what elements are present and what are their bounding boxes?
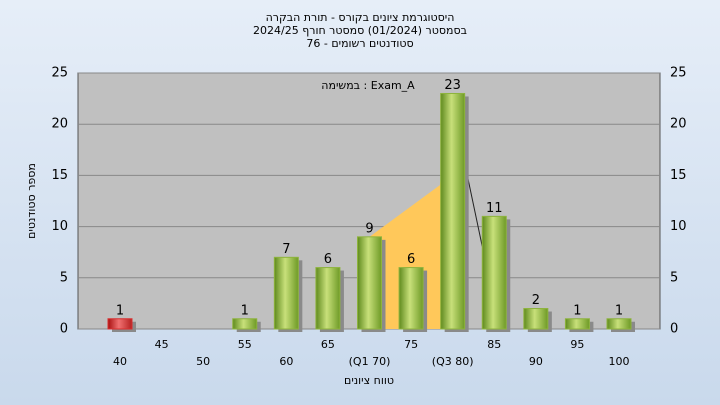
y2-tick-label: 20 — [670, 117, 687, 132]
x-tick-label: 85 — [487, 338, 501, 351]
data-label: 7 — [282, 242, 290, 257]
x-tick-label: 95 — [570, 338, 584, 351]
bar — [523, 308, 549, 330]
chart-subtitle: סטודנטים רשומים - 76 — [306, 37, 413, 50]
x-tick-label: (Q1 70) — [349, 355, 391, 368]
y2-tick-label: 25 — [670, 66, 687, 81]
x-tick-label: 50 — [196, 355, 210, 368]
x-tick-label: 75 — [404, 338, 418, 351]
x-tick-label: 40 — [113, 355, 127, 368]
bar — [315, 267, 341, 330]
data-label: 6 — [407, 252, 415, 267]
x-axis-label: טווח ציונים — [344, 374, 394, 387]
chart-subtitle: בסמסטר (01/2024) סמסטר חורף 2024/25 — [253, 24, 467, 37]
bar — [107, 318, 133, 330]
y2-tick-label: 10 — [670, 219, 687, 234]
data-label: 1 — [116, 303, 124, 318]
data-label: 6 — [324, 252, 332, 267]
bar — [232, 318, 258, 330]
data-label: 11 — [486, 201, 503, 216]
y2-tick-label: 15 — [670, 168, 687, 183]
bar — [481, 215, 507, 330]
x-tick-label: (Q3 80) — [432, 355, 474, 368]
x-tick-label: 60 — [279, 355, 293, 368]
x-tick-label: 45 — [155, 338, 169, 351]
y2-tick-label: 5 — [670, 270, 678, 285]
y-tick-label: 25 — [51, 66, 68, 81]
bar — [606, 318, 632, 330]
data-label: 1 — [573, 303, 581, 318]
y-tick-label: 15 — [51, 168, 68, 183]
annotation: במשימה : Exam_A — [321, 79, 415, 92]
data-label: 1 — [241, 303, 249, 318]
chart-title: היסטוגרמת ציונים בקורס - תורת הבקרה — [266, 11, 455, 24]
data-label: 9 — [365, 221, 373, 236]
bar — [440, 92, 466, 330]
x-tick-label: 55 — [238, 338, 252, 351]
y-tick-label: 20 — [51, 117, 68, 132]
data-label: 2 — [532, 293, 540, 308]
y-axis-label: מספר סטודנטים — [25, 163, 38, 239]
y-tick-label: 5 — [60, 270, 68, 285]
bar — [398, 267, 424, 330]
x-tick-label: 90 — [529, 355, 543, 368]
x-tick-label: 100 — [609, 355, 630, 368]
data-label: 23 — [444, 78, 461, 93]
y2-tick-label: 0 — [670, 322, 678, 337]
bar — [564, 318, 590, 330]
bar — [357, 236, 382, 330]
data-label: 1 — [615, 303, 623, 318]
quartile-area — [369, 93, 453, 329]
x-tick-label: 65 — [321, 338, 335, 351]
y-tick-label: 0 — [60, 322, 68, 337]
y-tick-label: 10 — [51, 219, 68, 234]
bar — [273, 256, 299, 330]
